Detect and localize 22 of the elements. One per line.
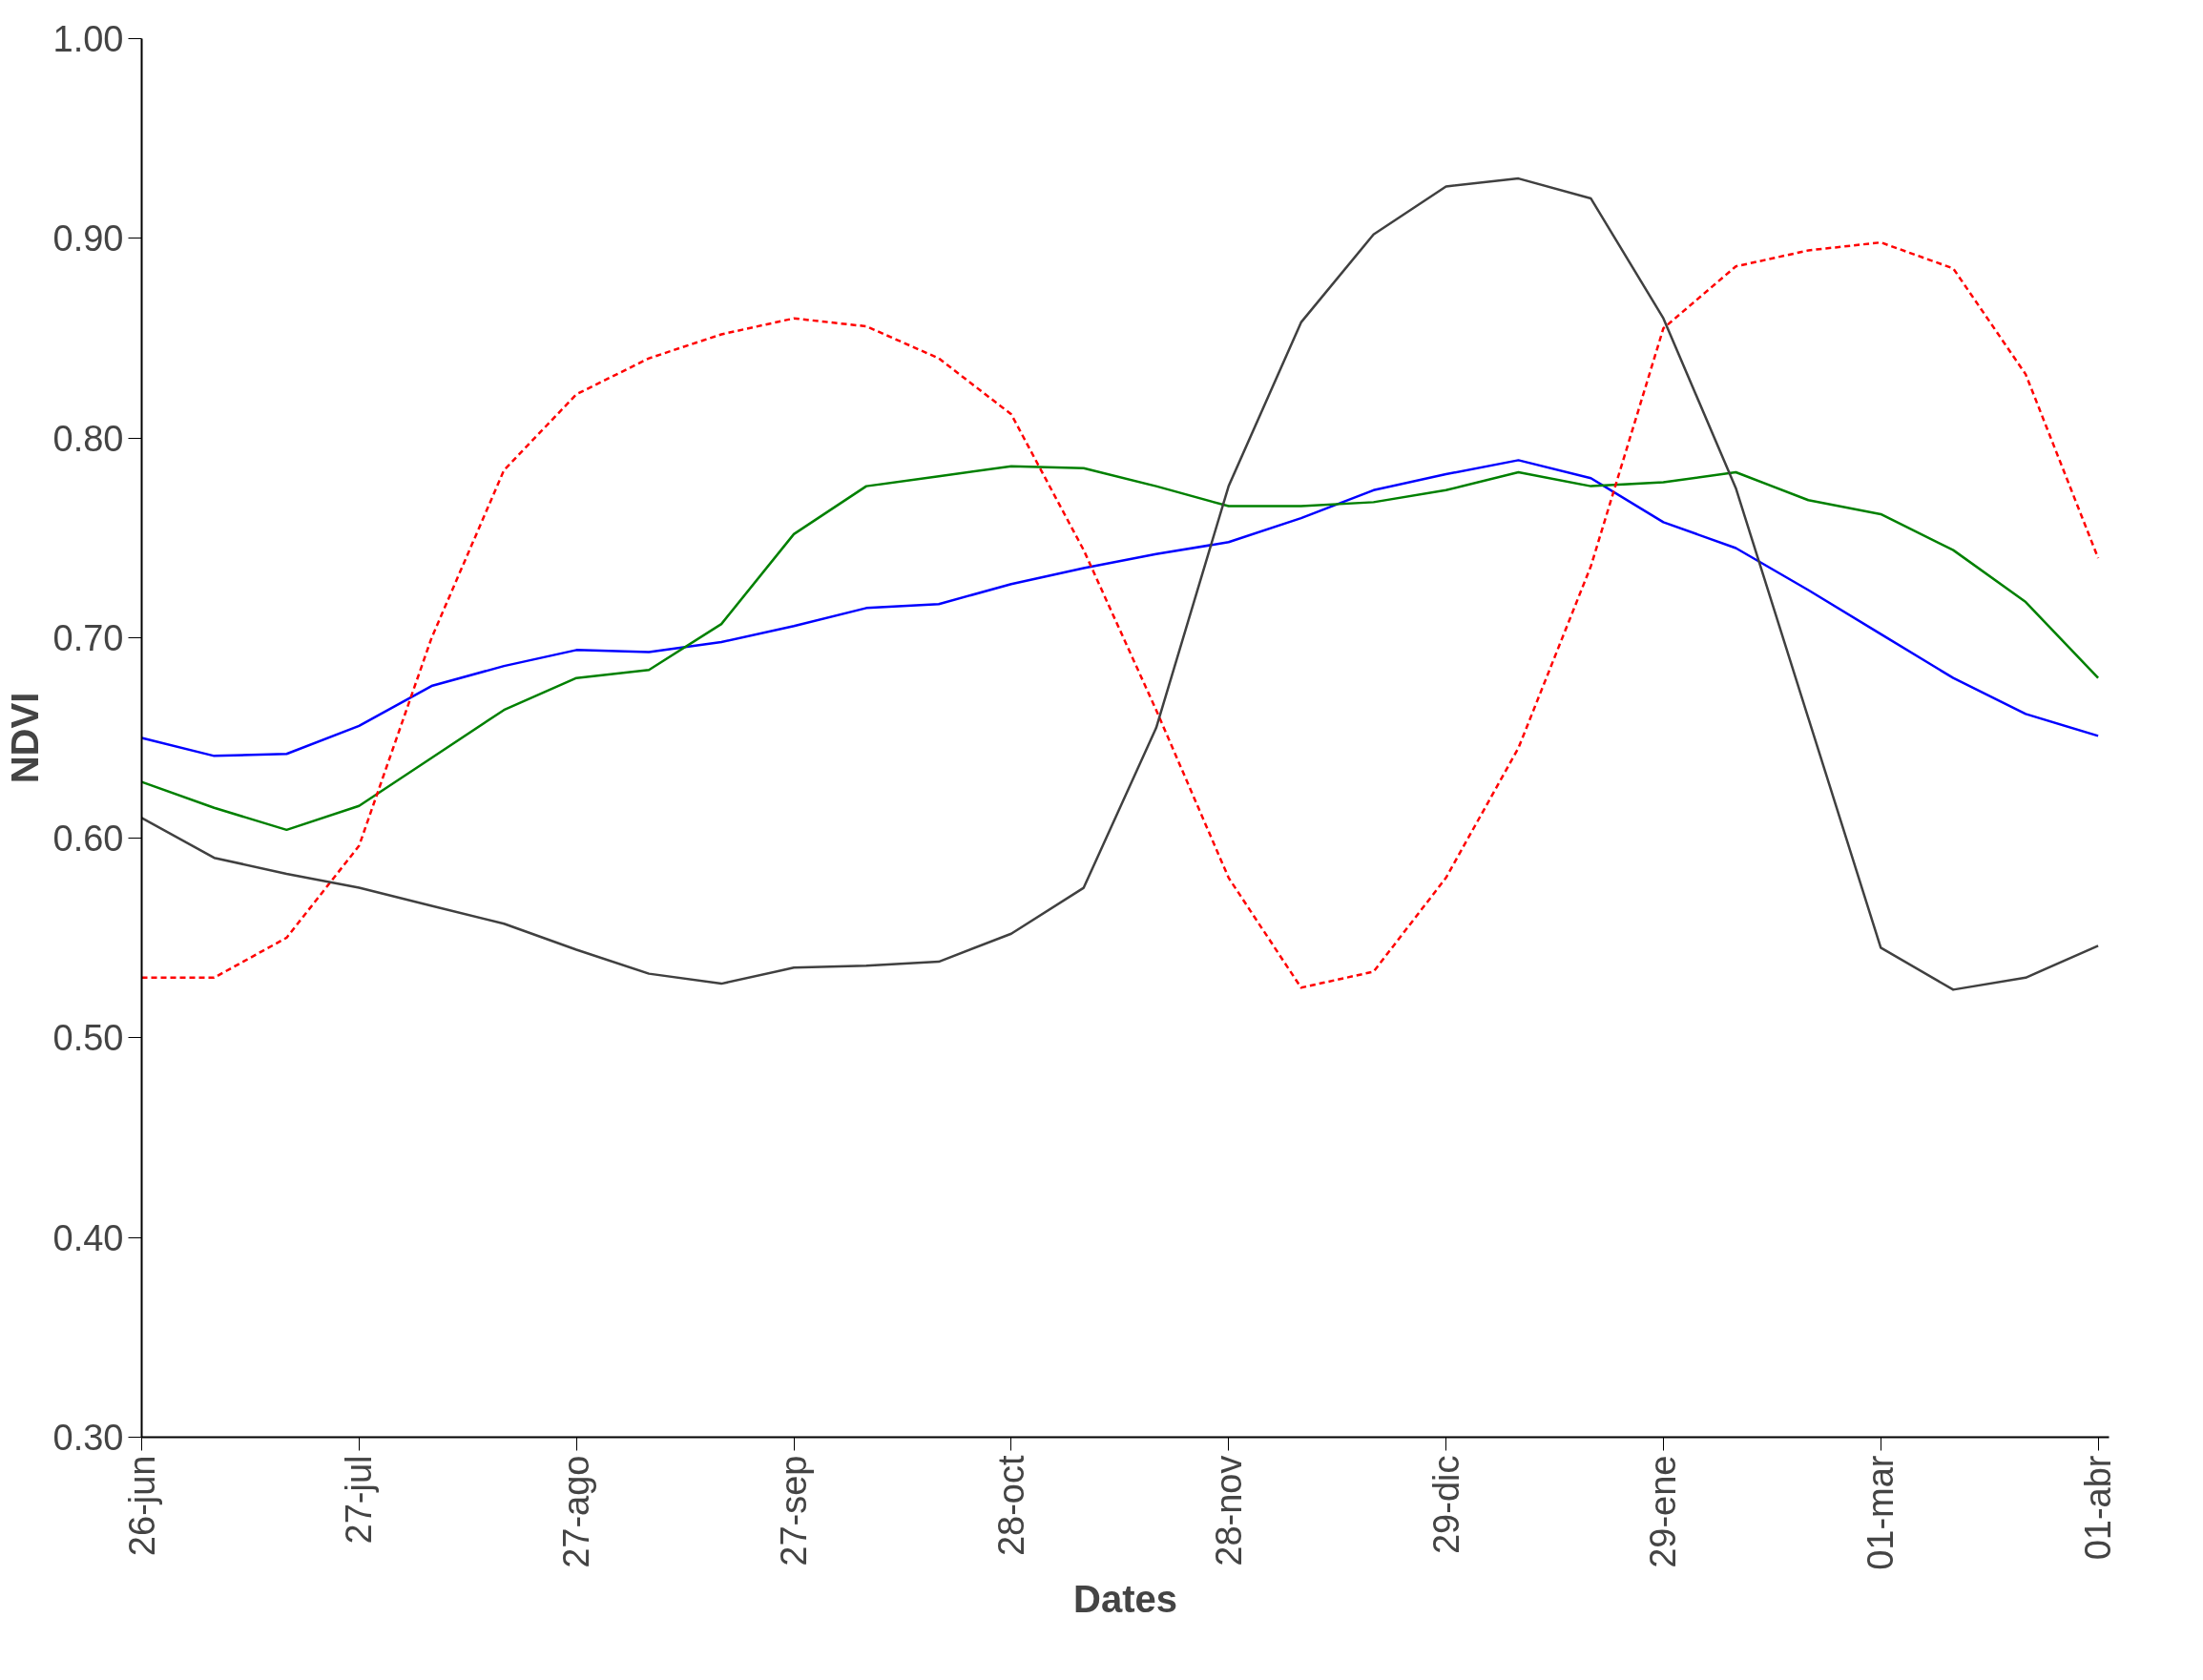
y-tick-label: 0.80 [52, 418, 124, 459]
y-axis-title: NDVI [3, 692, 46, 784]
y-tick-label: 0.70 [52, 618, 124, 659]
y-tick-label: 0.40 [52, 1217, 124, 1258]
y-tick-label: 0.90 [52, 218, 124, 259]
y-tick-label: 0.60 [52, 818, 124, 859]
x-tick-label: 27-jul [339, 1455, 380, 1545]
y-tick-label: 0.50 [52, 1018, 124, 1059]
x-tick-label: 01-mar [1860, 1455, 1902, 1570]
x-tick-label: 28-nov [1208, 1455, 1249, 1566]
x-tick-label: 28-oct [990, 1455, 1031, 1557]
x-axis-title: Dates [1073, 1577, 1177, 1620]
x-tick-label: 29-ene [1643, 1455, 1684, 1568]
line-series [141, 465, 2100, 832]
x-tick-label: 01-abr [2078, 1455, 2119, 1561]
y-tick-label: 1.00 [52, 19, 124, 59]
x-tick-label: 27-ago [556, 1455, 597, 1568]
x-tick-label: 27-sep [774, 1455, 815, 1566]
line-series [141, 459, 2100, 757]
x-tick-label: 26-jun [121, 1455, 162, 1557]
y-tick-label: 0.30 [52, 1418, 124, 1458]
x-tick-label: 29-dic [1425, 1455, 1466, 1554]
